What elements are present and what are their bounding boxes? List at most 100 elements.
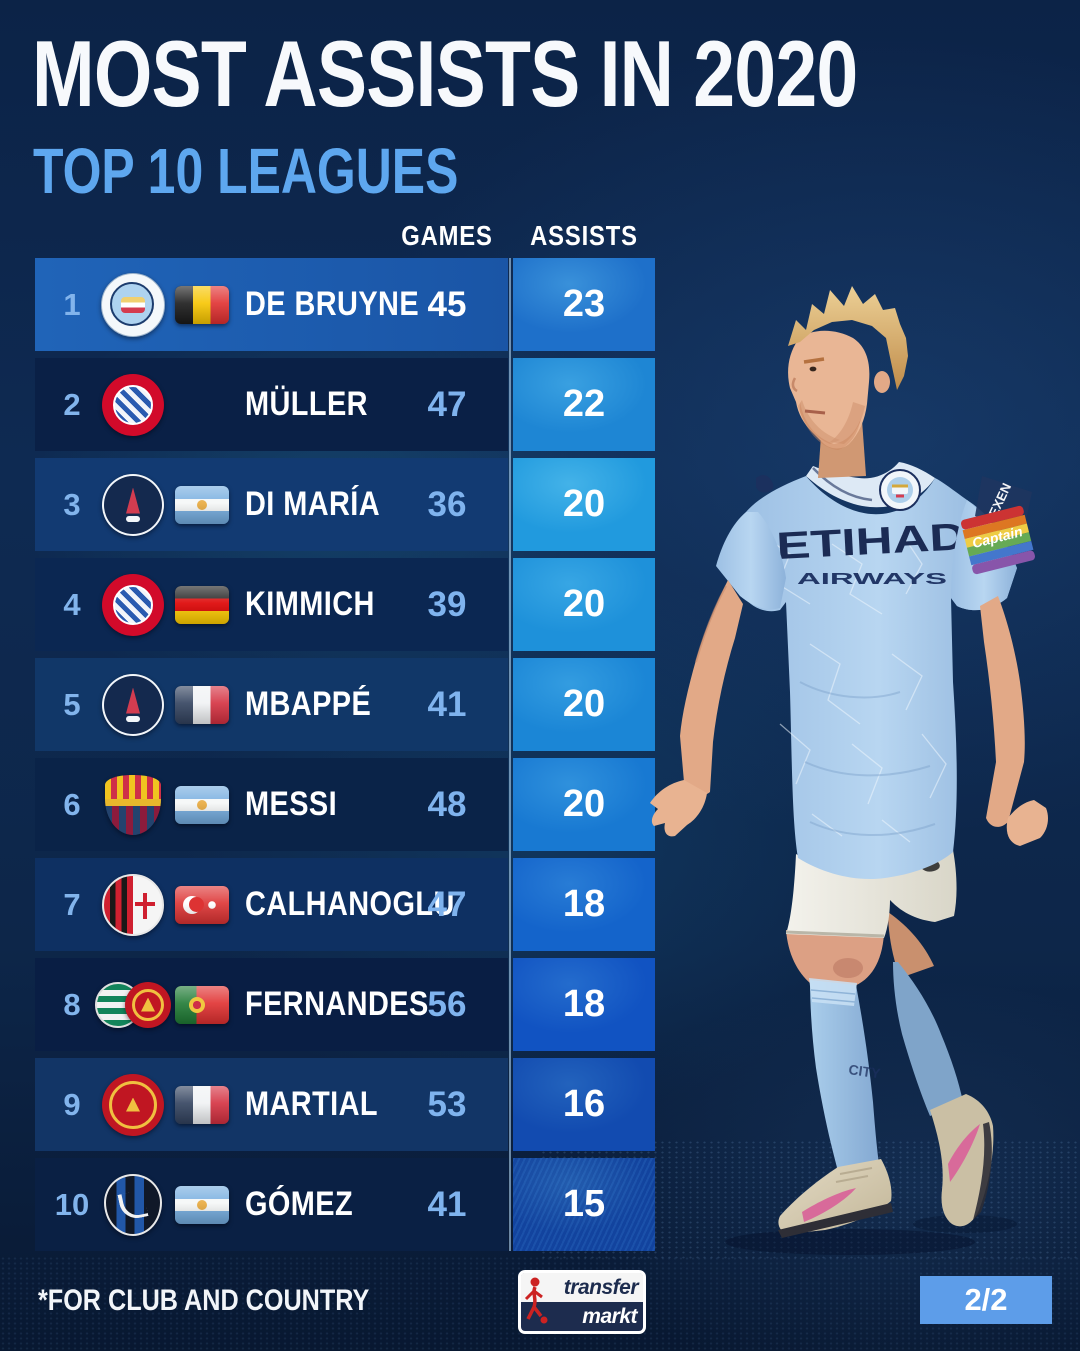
table-row: 8 FERNANDES 56 18 bbox=[35, 958, 655, 1051]
argentina-flag-icon bbox=[175, 1185, 229, 1224]
games-value: 47 bbox=[427, 384, 467, 424]
left-arm bbox=[650, 512, 786, 837]
argentina-flag-icon bbox=[175, 485, 229, 524]
club-badge-box bbox=[97, 873, 169, 936]
rank-label: 3 bbox=[63, 486, 81, 522]
club-badge-box bbox=[97, 473, 169, 536]
row-main: 1 DE BRUYNE 45 bbox=[35, 258, 508, 351]
table-row: 6 MESSI 48 20 bbox=[35, 758, 655, 851]
column-header-assists: ASSISTS bbox=[530, 220, 638, 251]
player-name: GÓMEZ bbox=[245, 1185, 354, 1223]
head bbox=[788, 286, 908, 478]
rank-label: 8 bbox=[63, 986, 81, 1022]
barcelona-badge-icon bbox=[105, 774, 161, 835]
psg-badge-icon bbox=[102, 473, 164, 536]
player-name: DE BRUYNE bbox=[245, 285, 420, 323]
flag-box bbox=[169, 1085, 235, 1124]
flag-box bbox=[169, 485, 235, 524]
manchester-city-badge-icon bbox=[101, 272, 165, 337]
row-main: 9 MARTIAL 53 bbox=[35, 1058, 508, 1151]
logo-bottom-band: markt bbox=[521, 1302, 643, 1331]
flag-box bbox=[169, 885, 235, 924]
row-main: 10 GÓMEZ 41 bbox=[35, 1158, 508, 1251]
ac-milan-badge-icon bbox=[102, 873, 164, 936]
argentina-flag-icon bbox=[175, 785, 229, 824]
games-value: 48 bbox=[427, 784, 467, 824]
player-name: MBAPPÉ bbox=[245, 685, 372, 723]
jersey-sponsor-line2: AIRWAYS bbox=[797, 571, 948, 588]
portugal-flag-icon bbox=[175, 985, 229, 1024]
manchester-united-badge-icon bbox=[102, 1073, 164, 1136]
right-arm: NEXEN Captain bbox=[951, 476, 1048, 846]
player-name: KIMMICH bbox=[245, 585, 375, 623]
jersey: ETIHAD AIRWAYS bbox=[740, 462, 1017, 880]
games-value: 36 bbox=[427, 484, 467, 524]
flag-box bbox=[169, 1185, 235, 1224]
assists-value: 20 bbox=[513, 758, 655, 851]
psg-badge-icon bbox=[102, 673, 164, 736]
sock-text: CITY bbox=[848, 1061, 882, 1081]
rank-label: 5 bbox=[63, 686, 81, 722]
row-main: 5 MBAPPÉ 41 bbox=[35, 658, 508, 751]
footnote: *FOR CLUB AND COUNTRY bbox=[38, 1284, 370, 1317]
front-leg: CITY bbox=[778, 930, 893, 1238]
table-row: 2 MÜLLER 47 22 bbox=[35, 358, 655, 451]
player-name: DI MARÍA bbox=[245, 485, 381, 523]
table-row: 9 MARTIAL 53 16 bbox=[35, 1058, 655, 1151]
player-name: MÜLLER bbox=[245, 385, 368, 423]
rank-label: 2 bbox=[63, 386, 81, 422]
row-main: 6 MESSI 48 bbox=[35, 758, 508, 851]
page-title: MOST ASSISTS IN 2020 bbox=[32, 21, 858, 126]
club-badge-box bbox=[97, 1173, 169, 1236]
club-badge-box bbox=[97, 673, 169, 736]
club-badge-box bbox=[95, 981, 171, 1028]
player-photo: CITY 17 bbox=[650, 286, 1048, 1255]
table-row: 10 GÓMEZ 41 15 bbox=[35, 1158, 655, 1251]
germany-flag-icon bbox=[175, 585, 229, 624]
assists-value: 22 bbox=[513, 358, 655, 451]
player-name: CALHANOGLU bbox=[245, 885, 455, 923]
club-badge-box bbox=[97, 774, 169, 835]
assists-value: 20 bbox=[513, 658, 655, 751]
assists-value: 15 bbox=[513, 1158, 655, 1251]
france-flag-icon bbox=[175, 685, 229, 724]
table-row: 7 CALHANOGLU 47 18 bbox=[35, 858, 655, 951]
assists-value: 18 bbox=[513, 958, 655, 1051]
rank-label: 7 bbox=[63, 886, 81, 922]
row-main: 3 DI MARÍA 36 bbox=[35, 458, 508, 551]
assists-value: 23 bbox=[513, 258, 655, 351]
games-value: 53 bbox=[427, 1084, 467, 1124]
jersey-sponsor-line1: ETIHAD bbox=[775, 516, 967, 568]
games-value: 39 bbox=[427, 584, 467, 624]
ground-shadow bbox=[725, 1215, 1017, 1255]
games-value: 47 bbox=[427, 884, 467, 924]
column-header-games: GAMES bbox=[401, 220, 493, 251]
turkey-flag-icon bbox=[175, 885, 229, 924]
transfermarkt-figure-icon bbox=[524, 1277, 548, 1324]
games-value: 56 bbox=[427, 984, 467, 1024]
assists-value: 20 bbox=[513, 458, 655, 551]
captain-armband-icon: Captain bbox=[961, 505, 1035, 575]
bayern-munich-badge-icon bbox=[102, 573, 164, 636]
assists-ranking-table: 1 DE BRUYNE 45 23 2 MÜLLER 47 bbox=[35, 258, 655, 1258]
page-subtitle: TOP 10 LEAGUES bbox=[33, 135, 459, 207]
player-name: MARTIAL bbox=[245, 1085, 378, 1123]
player-name: MESSI bbox=[245, 785, 338, 823]
rank-label: 10 bbox=[54, 1186, 90, 1222]
games-value: 41 bbox=[427, 684, 467, 724]
atalanta-badge-icon bbox=[104, 1173, 162, 1236]
club-badge-box bbox=[97, 272, 169, 337]
rank-label: 1 bbox=[63, 286, 81, 322]
belgium-flag-icon bbox=[175, 285, 229, 324]
manchester-united-badge-icon bbox=[125, 981, 171, 1028]
table-row: 1 DE BRUYNE 45 23 bbox=[35, 258, 655, 351]
flag-box bbox=[169, 285, 235, 324]
club-badge-box bbox=[97, 573, 169, 636]
table-row: 5 MBAPPÉ 41 20 bbox=[35, 658, 655, 751]
brand-text-top: transfer bbox=[563, 1275, 639, 1299]
rear-leg bbox=[888, 912, 994, 1227]
club-badge-box bbox=[97, 1073, 169, 1136]
jersey-folds bbox=[799, 681, 936, 836]
row-main: 8 FERNANDES 56 bbox=[35, 958, 508, 1051]
